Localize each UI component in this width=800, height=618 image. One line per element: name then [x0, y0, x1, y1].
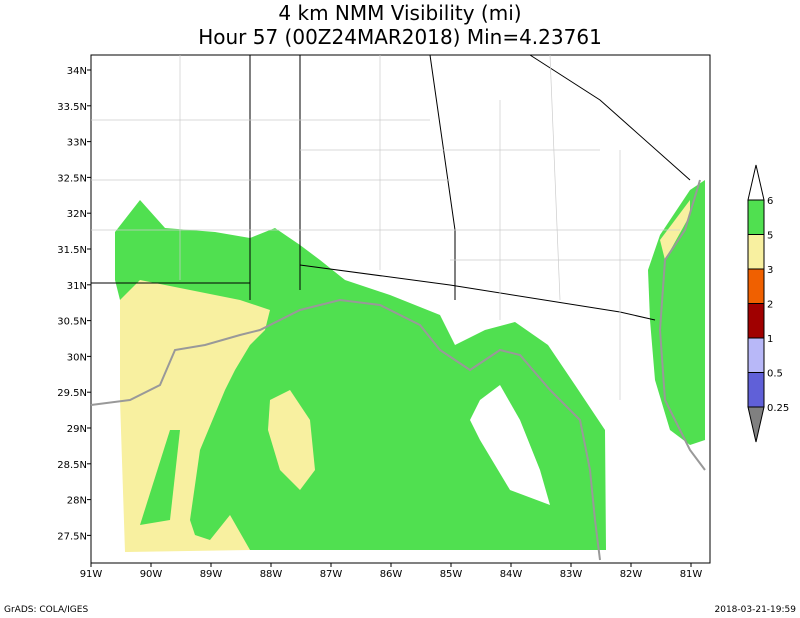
lat-label: 27.5N — [57, 531, 87, 542]
subtitle: Hour 57 (00Z24MAR2018) Min=4.23761 — [198, 25, 602, 49]
lat-label: 32.5N — [57, 173, 87, 184]
colorbar-label: 3 — [767, 265, 773, 276]
colorbar-cell — [747, 234, 765, 270]
lon-label: 84W — [500, 569, 523, 580]
lon-label: 89W — [200, 569, 223, 580]
lon-label: 81W — [680, 569, 703, 580]
lat-label: 32N — [67, 209, 87, 220]
lat-label: 33.5N — [57, 102, 87, 113]
green-area — [115, 200, 606, 550]
colorbar-label: 5 — [767, 231, 773, 242]
lat-label: 29.5N — [57, 388, 87, 399]
lat-label: 28.5N — [57, 460, 87, 471]
colorbar-label: 0.25 — [767, 403, 789, 414]
colorbar-cell — [747, 406, 765, 443]
colorbar-label: 2 — [767, 300, 773, 311]
lon-label: 87W — [320, 569, 343, 580]
lon-label: 85W — [440, 569, 463, 580]
lat-label: 31.5N — [57, 245, 87, 256]
colorbar-label: 6 — [767, 196, 773, 207]
colorbar-label: 1 — [767, 334, 773, 345]
lat-label: 29N — [67, 424, 87, 435]
lat-label: 34N — [67, 66, 87, 77]
colorbar-cell — [747, 337, 765, 373]
lon-label: 90W — [140, 569, 163, 580]
footer-left: GrADS: COLA/IGES — [4, 605, 88, 615]
colorbar-cell — [747, 199, 765, 235]
colorbar-cell — [747, 164, 765, 201]
title: 4 km NMM Visibility (mi) — [278, 1, 521, 25]
colorbar-cell — [747, 268, 765, 304]
county-lines — [91, 54, 680, 400]
colorbar-cell — [747, 372, 765, 408]
lon-label: 86W — [380, 569, 403, 580]
lon-label: 82W — [620, 569, 643, 580]
colorbar-cell — [747, 303, 765, 339]
footer-right: 2018-03-21-19:59 — [715, 605, 797, 615]
yellow-area — [268, 390, 315, 490]
map — [90, 54, 711, 564]
lon-label: 88W — [260, 569, 283, 580]
lat-label: 30.5N — [57, 317, 87, 328]
lat-label: 33N — [67, 138, 87, 149]
colorbar: 0.25 0.5 1 2 3 5 6 — [747, 164, 789, 443]
green-area — [140, 430, 180, 525]
coastline — [90, 179, 706, 561]
lon-label: 83W — [560, 569, 583, 580]
colorbar-label: 0.5 — [767, 369, 783, 380]
lat-label: 31N — [67, 281, 87, 292]
lat-label: 30N — [67, 352, 87, 363]
clear-area — [470, 385, 550, 505]
lat-label: 28N — [67, 496, 87, 507]
lon-label: 91W — [80, 569, 103, 580]
